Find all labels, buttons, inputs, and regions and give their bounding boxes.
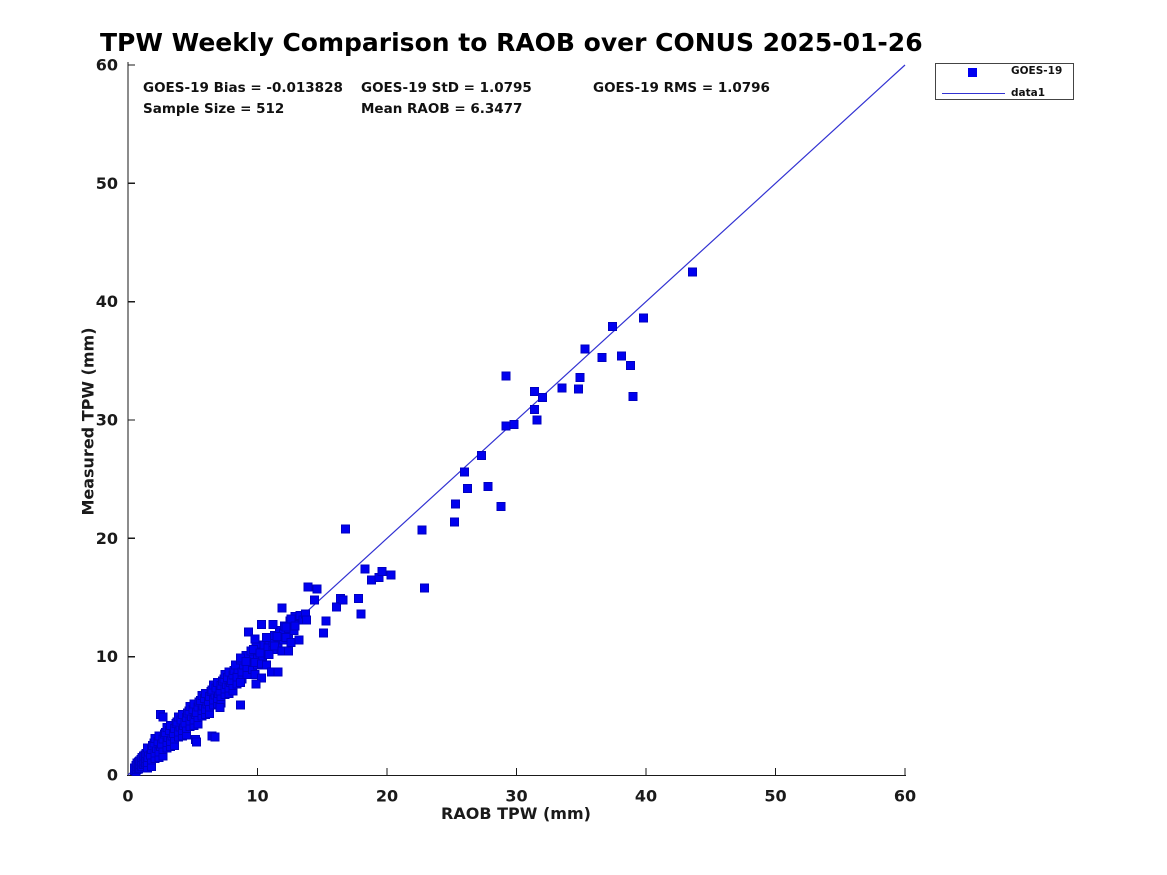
legend-line-icon bbox=[942, 93, 1005, 94]
scatter-point bbox=[294, 635, 304, 645]
scatter-point bbox=[597, 352, 607, 362]
scatter-point bbox=[303, 582, 313, 592]
scatter-point bbox=[532, 415, 542, 425]
scatter-point bbox=[264, 649, 274, 659]
stat-sample-size: Sample Size = 512 bbox=[143, 101, 285, 117]
scatter-point bbox=[290, 621, 300, 631]
scatter-point bbox=[281, 633, 291, 643]
scatter-point bbox=[250, 634, 260, 644]
scatter-point bbox=[462, 484, 472, 494]
scatter-point bbox=[158, 712, 168, 722]
scatter-point bbox=[321, 616, 331, 626]
scatter-point bbox=[243, 627, 253, 637]
scatter-point bbox=[302, 615, 312, 625]
stat-bias: GOES-19 Bias = -0.013828 bbox=[143, 80, 343, 96]
scatter-point bbox=[530, 404, 540, 414]
y-tick-label: 10 bbox=[96, 647, 118, 666]
scatter-point bbox=[574, 384, 584, 394]
scatter-point bbox=[625, 361, 635, 371]
scatter-point bbox=[338, 595, 348, 605]
scatter-point bbox=[417, 525, 427, 535]
scatter-point bbox=[241, 656, 251, 666]
scatter-point bbox=[616, 351, 626, 361]
scatter-point bbox=[483, 481, 493, 491]
scatter-point bbox=[269, 641, 279, 651]
legend-label-data1: data1 bbox=[1011, 87, 1046, 99]
scatter-point bbox=[319, 628, 329, 638]
scatter-point bbox=[420, 583, 430, 593]
scatter-point bbox=[354, 594, 364, 604]
scatter-point bbox=[537, 393, 547, 403]
legend: GOES-19 data1 bbox=[935, 63, 1074, 100]
scatter-point bbox=[192, 737, 202, 747]
y-tick-label: 30 bbox=[96, 411, 118, 430]
stat-std: GOES-19 StD = 1.0795 bbox=[361, 80, 532, 96]
scatter-point bbox=[309, 595, 319, 605]
scatter-point bbox=[451, 499, 461, 509]
scatter-point bbox=[501, 371, 511, 381]
scatter-point bbox=[277, 603, 287, 613]
scatter-point bbox=[341, 524, 351, 534]
scatter-point bbox=[256, 620, 266, 630]
x-tick-label: 40 bbox=[635, 787, 657, 806]
scatter-point bbox=[575, 372, 585, 382]
scatter-point bbox=[386, 570, 396, 580]
scatter-point bbox=[580, 344, 590, 354]
scatter-point bbox=[530, 387, 540, 397]
scatter-point bbox=[501, 421, 511, 431]
x-tick-label: 30 bbox=[505, 787, 527, 806]
scatter-point bbox=[281, 622, 291, 632]
scatter-point bbox=[607, 322, 617, 332]
y-tick-label: 50 bbox=[96, 174, 118, 193]
scatter-point bbox=[262, 633, 272, 643]
y-axis-label: Measured TPW (mm) bbox=[78, 327, 98, 516]
y-tick-label: 60 bbox=[96, 56, 118, 75]
scatter-point bbox=[366, 575, 376, 585]
y-tick-label: 0 bbox=[107, 766, 118, 785]
scatter-point bbox=[210, 732, 220, 742]
x-tick-label: 50 bbox=[764, 787, 786, 806]
scatter-point bbox=[215, 703, 225, 713]
y-tick-label: 40 bbox=[96, 292, 118, 311]
scatter-point bbox=[262, 660, 272, 670]
chart-title: TPW Weekly Comparison to RAOB over CONUS… bbox=[100, 28, 923, 57]
x-tick-label: 10 bbox=[246, 787, 268, 806]
stat-mean-raob: Mean RAOB = 6.3477 bbox=[361, 101, 523, 117]
scatter-point bbox=[312, 584, 322, 594]
legend-label-goes19: GOES-19 bbox=[1011, 65, 1063, 77]
scatter-point bbox=[496, 501, 506, 511]
scatter-point bbox=[377, 566, 387, 576]
scatter-point bbox=[236, 678, 246, 688]
scatter-point bbox=[268, 620, 278, 630]
scatter-point bbox=[477, 451, 487, 460]
scatter-point bbox=[449, 517, 459, 527]
scatter-point bbox=[255, 648, 265, 658]
scatter-point bbox=[460, 467, 470, 477]
scatter-point bbox=[286, 637, 296, 647]
legend-marker-icon bbox=[968, 68, 977, 77]
scatter-point bbox=[638, 313, 648, 323]
scatter-point bbox=[509, 420, 519, 430]
scatter-point bbox=[273, 667, 283, 677]
x-tick-label: 60 bbox=[894, 787, 916, 806]
x-axis-label: RAOB TPW (mm) bbox=[441, 804, 591, 823]
scatter-point bbox=[360, 564, 370, 574]
scatter-point bbox=[356, 609, 366, 619]
scatter-point bbox=[331, 602, 341, 612]
stat-rms: GOES-19 RMS = 1.0796 bbox=[593, 80, 770, 96]
scatter-point bbox=[236, 700, 246, 710]
scatter-point bbox=[284, 646, 294, 656]
scatter-point bbox=[272, 632, 282, 642]
scatter-point bbox=[628, 391, 638, 401]
scatter-point bbox=[557, 383, 567, 393]
scatter-point bbox=[688, 267, 698, 277]
x-tick-label: 0 bbox=[122, 787, 133, 806]
scatter-point bbox=[251, 679, 261, 689]
scatter-point bbox=[256, 673, 266, 683]
x-tick-label: 20 bbox=[376, 787, 398, 806]
y-tick-label: 20 bbox=[96, 529, 118, 548]
